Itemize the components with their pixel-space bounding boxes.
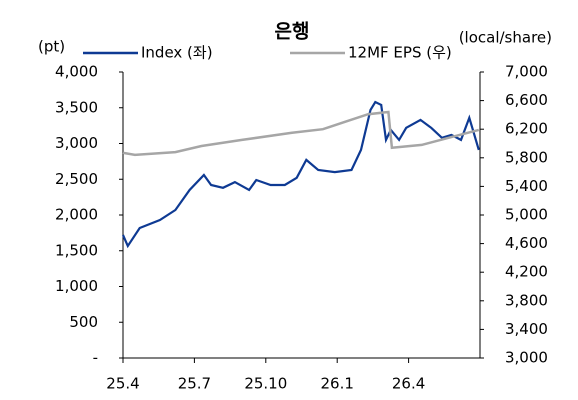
y-tick-label: 3,500: [55, 98, 98, 116]
x-tick-label: 26.1: [320, 375, 353, 393]
x-tick-label: 26.4: [392, 375, 425, 393]
legend-label: Index (좌): [141, 44, 213, 62]
y2-tick-label: 6,200: [505, 120, 548, 138]
y2-tick-label: 3,000: [505, 349, 548, 367]
y-tick-label: 1,000: [55, 277, 98, 295]
y2-tick-label: 5,800: [505, 148, 548, 166]
y-tick-label: 3,000: [55, 134, 98, 152]
y-tick-label: 4,000: [55, 63, 98, 81]
y2-tick-label: 6,600: [505, 91, 548, 109]
x-tick-label: 25.10: [244, 375, 287, 393]
legend-label: 12MF EPS (우): [348, 44, 452, 62]
y-tick-label: 1,500: [55, 241, 98, 259]
y2-tick-label: 4,200: [505, 263, 548, 281]
x-tick-label: 25.4: [106, 375, 139, 393]
y2-tick-label: 3,400: [505, 320, 548, 338]
y-tick-label: 2,500: [55, 170, 98, 188]
y2-axis-label: (local/share): [459, 29, 552, 47]
chart-title: 은행: [275, 21, 310, 43]
y2-tick-label: 3,800: [505, 291, 548, 309]
series-line: [122, 110, 480, 157]
y2-tick-label: 5,400: [505, 177, 548, 195]
y2-tick-label: 5,000: [505, 206, 548, 224]
series-line: [121, 100, 480, 249]
y-tick-label: 500: [69, 313, 98, 331]
y2-tick-label: 7,000: [505, 63, 548, 81]
x-tick-label: 25.7: [178, 375, 211, 393]
y-tick-label: 2,000: [55, 206, 98, 224]
y-tick-label: -: [93, 349, 98, 367]
y2-tick-label: 4,600: [505, 234, 548, 252]
y-axis-label: (pt): [38, 38, 65, 56]
